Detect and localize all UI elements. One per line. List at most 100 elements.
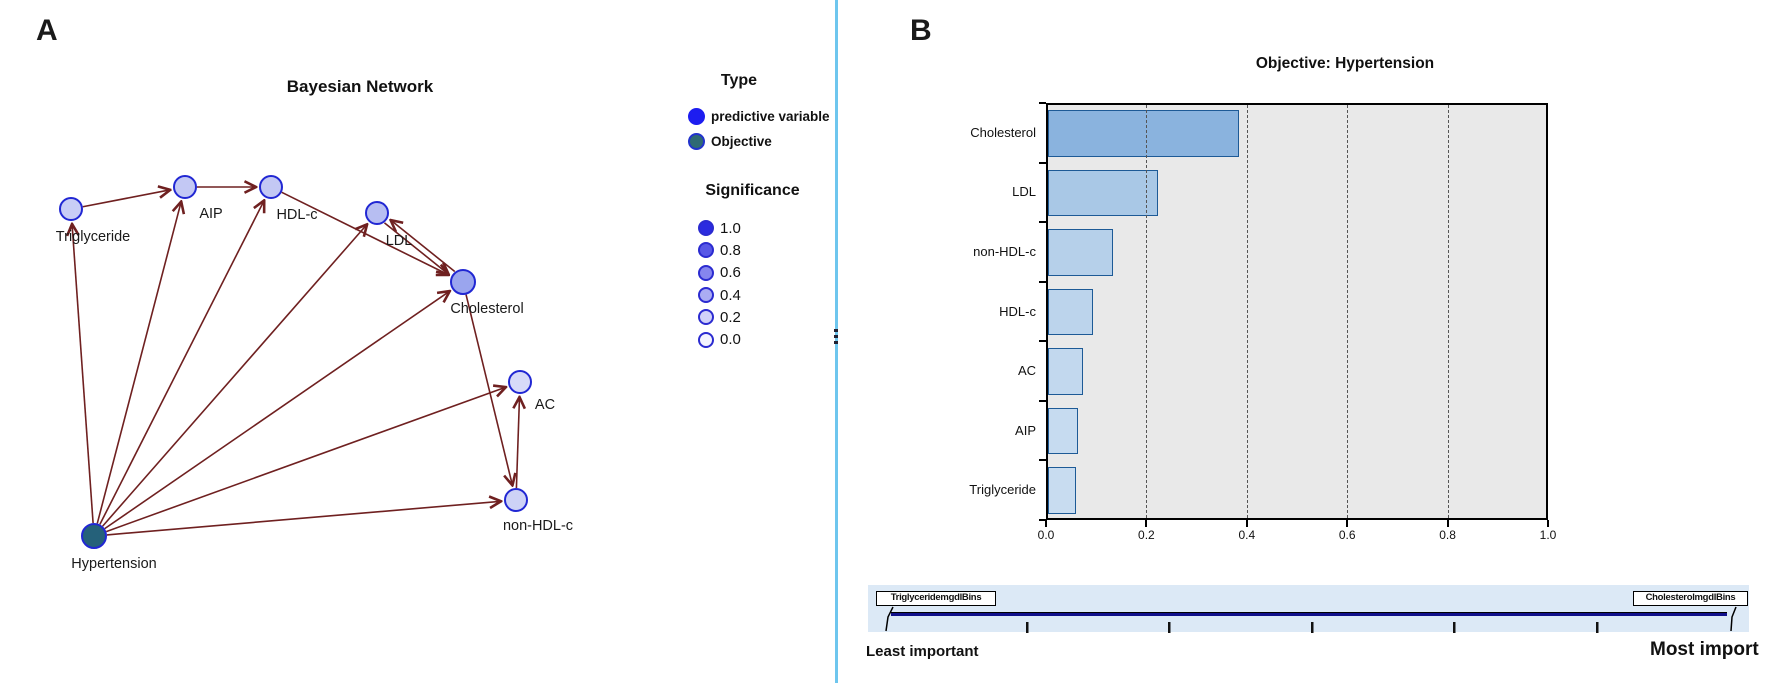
category-label-hdl-c: HDL-c <box>999 303 1036 319</box>
y-tick-mark <box>1039 340 1046 343</box>
legend-type-item-0: predictive variable <box>688 104 830 129</box>
legend-significance-item-label: 0.4 <box>720 286 741 304</box>
x-tick-mark <box>1346 520 1349 527</box>
legend-significance-swatch-icon <box>698 242 714 259</box>
bar-non-hdl-c <box>1048 229 1114 276</box>
network-node-label-ac: AC <box>535 397 555 413</box>
bar-aip <box>1048 407 1079 455</box>
network-node-hdl-c[interactable] <box>259 175 283 199</box>
category-label-non-hdl-c: non-HDL-c <box>973 243 1036 259</box>
bar-hdl-c <box>1048 288 1094 336</box>
x-tick-label-0.8: 0.8 <box>1439 528 1456 542</box>
y-tick-mark <box>1039 280 1046 283</box>
gridline-0.6 <box>1347 105 1349 518</box>
slider-tick <box>1596 622 1599 633</box>
legend-significance-swatch-icon <box>698 309 714 326</box>
legend-significance-swatch-icon <box>698 331 714 348</box>
network-node-label-hdl-c: HDL-c <box>276 207 317 223</box>
network-node-non-hdl-c[interactable] <box>504 488 528 512</box>
legend-significance-item-label: 0.6 <box>720 264 741 282</box>
category-label-triglyceride: Triglyceride <box>969 482 1036 498</box>
legend-significance-item-4: 0.2 <box>698 306 741 328</box>
network-edge-hypertension-to-hdl-c <box>99 200 264 525</box>
legend-significance-swatch-icon <box>698 220 714 237</box>
legend-significance-items: 1.0 0.8 0.6 0.4 0.2 0.0 <box>698 217 741 351</box>
slider-tick <box>1453 622 1456 633</box>
legend-significance-item-0: 1.0 <box>698 217 741 239</box>
network-node-label-ldl: LDL <box>386 233 413 249</box>
legend-significance-item-3: 0.4 <box>698 284 741 306</box>
panel-b-label: B <box>910 14 932 47</box>
legend-type-items: predictive variable Objective <box>688 104 830 154</box>
gridline-0.4 <box>1246 105 1248 518</box>
x-tick-mark <box>1145 520 1148 527</box>
network-edge-hypertension-to-cholesterol <box>104 291 450 530</box>
x-tick-label-0.4: 0.4 <box>1238 528 1256 542</box>
divider-dot <box>834 335 838 338</box>
slider-thumb-most[interactable]: CholesterolmgdlBins <box>1633 591 1748 606</box>
network-node-ac[interactable] <box>508 370 532 394</box>
network-edge-cholesterol-to-non-hdl-c <box>465 294 512 486</box>
network-edge-hypertension-to-non-hdl-c <box>106 501 501 536</box>
x-tick-label-0.0: 0.0 <box>1037 528 1055 542</box>
legend-type-item-label: predictive variable <box>711 109 830 124</box>
network-edge-hypertension-to-aip <box>96 202 181 524</box>
least-important-label: Least important <box>866 643 979 660</box>
y-tick-mark <box>1039 399 1046 402</box>
legend-significance-item-label: 0.0 <box>720 331 741 349</box>
network-node-label-cholesterol: Cholesterol <box>450 301 523 317</box>
slider-thumb-least[interactable]: TriglyceridemgdlBins <box>876 591 996 606</box>
x-tick-label-1.0: 1.0 <box>1539 528 1557 542</box>
category-label-ldl: LDL <box>1012 184 1036 200</box>
legend-significance-item-label: 0.2 <box>720 308 741 326</box>
network-edge-hypertension-to-ldl <box>101 224 368 527</box>
bar-ac <box>1048 348 1084 395</box>
slider-right-end-hook <box>1730 606 1737 632</box>
legend-significance-item-2: 0.6 <box>698 262 741 284</box>
y-tick-mark <box>1039 161 1046 164</box>
network-node-hypertension[interactable] <box>81 523 107 549</box>
most-important-label: Most import <box>1650 639 1759 660</box>
x-tick-mark <box>1547 520 1549 527</box>
slider-tick <box>1026 622 1029 633</box>
network-edge-cholesterol-to-ldl <box>391 220 456 273</box>
category-label-cholesterol: Cholesterol <box>970 124 1036 140</box>
y-tick-mark <box>1039 102 1046 104</box>
bayesian-network-diagram: Triglyceride AIP HDL-c LDL Cholesterol AC non-… <box>56 175 573 572</box>
legend-type-swatch-icon <box>688 133 705 150</box>
network-node-triglyceride[interactable] <box>59 197 83 221</box>
legend-significance-item-1: 0.8 <box>698 239 741 261</box>
network-node-aip[interactable] <box>173 175 197 199</box>
plot-area <box>1046 103 1548 520</box>
divider-dot <box>834 341 838 344</box>
y-tick-mark <box>1039 459 1046 462</box>
divider-dot <box>834 329 838 332</box>
x-tick-label-0.2: 0.2 <box>1138 528 1155 542</box>
importance-slider-band <box>868 585 1749 632</box>
legend-type-item-label: Objective <box>711 134 772 149</box>
panel-a-label: A <box>36 14 58 47</box>
category-label-aip: AIP <box>1015 422 1036 438</box>
network-node-label-hypertension: Hypertension <box>71 556 156 572</box>
legend-significance-item-label: 0.8 <box>720 241 741 259</box>
legend-significance-title: Significance <box>705 182 800 199</box>
slider-tick <box>1168 622 1171 633</box>
y-tick-mark <box>1039 519 1046 521</box>
network-node-cholesterol[interactable] <box>450 269 476 295</box>
network-edge-hdl-c-to-cholesterol <box>281 191 449 275</box>
importance-slider-track <box>885 606 1737 633</box>
x-tick-mark <box>1245 520 1248 527</box>
network-edge-triglyceride-to-aip <box>82 190 170 208</box>
gridline-0.8 <box>1447 105 1449 518</box>
y-tick-mark <box>1039 221 1046 224</box>
network-edge-non-hdl-c-to-ac <box>516 397 519 489</box>
legend-significance-item-5: 0.0 <box>698 328 741 350</box>
network-node-ldl[interactable] <box>365 201 389 225</box>
network-title: Bayesian Network <box>286 77 434 96</box>
slider-tick <box>1311 622 1314 633</box>
x-tick-label-0.6: 0.6 <box>1338 528 1356 542</box>
legend-significance-swatch-icon <box>698 264 714 281</box>
x-tick-mark <box>1446 520 1449 527</box>
